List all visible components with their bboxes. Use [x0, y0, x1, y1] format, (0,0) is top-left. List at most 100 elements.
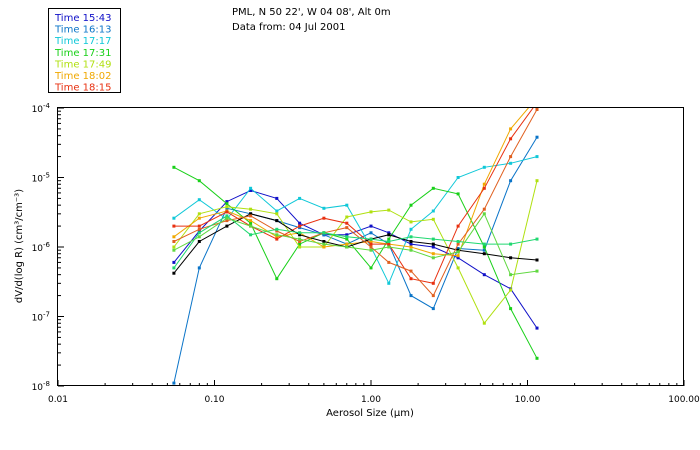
data-point	[298, 224, 302, 228]
data-point	[369, 210, 373, 214]
axis-ticks: 0.01 0.10 1.00 10.00 100.00 10-8 10-7 10-6 10-5 1…	[32, 102, 700, 405]
data-point	[482, 242, 486, 246]
data-point	[197, 235, 201, 239]
data-point	[535, 269, 539, 273]
data-point	[387, 237, 391, 241]
data-point	[172, 224, 176, 228]
data-point	[197, 240, 201, 243]
data-point	[509, 242, 513, 246]
data-point	[197, 198, 201, 202]
data-point	[536, 101, 539, 104]
legend-box	[48, 8, 121, 93]
data-point	[509, 288, 513, 292]
data-point	[275, 277, 279, 281]
data-point	[172, 235, 176, 239]
y-tick-label: 10-5	[32, 172, 50, 185]
data-point	[225, 200, 229, 204]
data-point	[345, 235, 349, 239]
data-point	[225, 219, 229, 223]
data-point	[172, 248, 176, 252]
data-point	[298, 240, 302, 243]
y-tick-label: 10-4	[32, 102, 51, 115]
data-date: Data from: 04 Jul 2001	[232, 22, 345, 33]
data-point	[369, 231, 373, 235]
data-point	[275, 229, 279, 233]
data-point	[431, 245, 435, 249]
data-point	[197, 216, 201, 220]
series-line	[173, 166, 538, 359]
series-3	[172, 155, 539, 285]
data-point	[456, 248, 460, 252]
data-point	[369, 266, 373, 270]
y-axis-label: dV/d(log R) (cm³/cm⁻³)	[14, 189, 25, 303]
data-point	[536, 96, 539, 99]
series-6	[172, 96, 539, 258]
legend-entry: Time 17:49	[54, 59, 111, 70]
y-tick-label: 10-8	[32, 380, 50, 393]
x-tick-label: 0.01	[48, 395, 68, 405]
data-point	[409, 248, 413, 252]
data-point	[482, 165, 486, 169]
data-point	[275, 196, 279, 200]
data-point	[509, 179, 513, 183]
data-point	[387, 233, 391, 237]
data-point	[172, 266, 176, 270]
data-point	[322, 206, 326, 210]
legend-entry: Time 18:02	[54, 71, 111, 82]
data-point	[387, 260, 391, 264]
data-point	[409, 277, 413, 281]
data-point	[456, 254, 460, 258]
data-point	[275, 212, 279, 216]
data-point	[509, 256, 513, 260]
data-point	[275, 235, 279, 239]
data-point	[535, 108, 539, 111]
data-point	[431, 186, 435, 190]
data-point	[275, 209, 279, 213]
data-point	[509, 137, 513, 141]
x-axis-label: Aerosol Size (µm)	[326, 408, 414, 419]
data-point	[345, 233, 349, 237]
data-point	[249, 207, 253, 211]
data-point	[535, 356, 539, 360]
data-point	[482, 207, 486, 211]
data-point	[322, 216, 326, 220]
x-tick-label: 100.00	[668, 395, 700, 405]
data-point	[387, 245, 391, 249]
data-point	[509, 155, 513, 159]
data-point	[431, 242, 435, 246]
data-point	[225, 214, 229, 218]
data-point	[298, 233, 302, 237]
data-point	[249, 219, 253, 223]
data-point	[482, 252, 486, 256]
data-point	[535, 155, 539, 159]
data-point	[387, 281, 391, 285]
data-point	[456, 250, 460, 254]
data-point	[535, 258, 539, 262]
data-point	[409, 220, 413, 224]
data-point	[197, 212, 201, 216]
data-point	[509, 273, 513, 277]
legend-entry: Time 16:13	[54, 25, 111, 36]
data-point	[369, 242, 373, 246]
data-point	[345, 221, 349, 225]
series-4	[172, 165, 539, 360]
data-point	[409, 235, 413, 239]
data-point	[387, 231, 391, 235]
data-point	[298, 242, 302, 246]
data-point	[275, 233, 279, 237]
data-point	[298, 196, 302, 200]
data-point	[249, 189, 253, 192]
data-point	[225, 205, 229, 209]
data-point	[482, 182, 486, 186]
data-point	[345, 203, 349, 207]
data-point	[431, 209, 435, 213]
series-5	[172, 179, 539, 325]
data-point	[345, 245, 349, 249]
data-point	[387, 242, 391, 246]
data-point	[387, 240, 391, 243]
data-point	[345, 226, 349, 230]
data-point	[249, 214, 253, 218]
data-point	[172, 216, 176, 220]
